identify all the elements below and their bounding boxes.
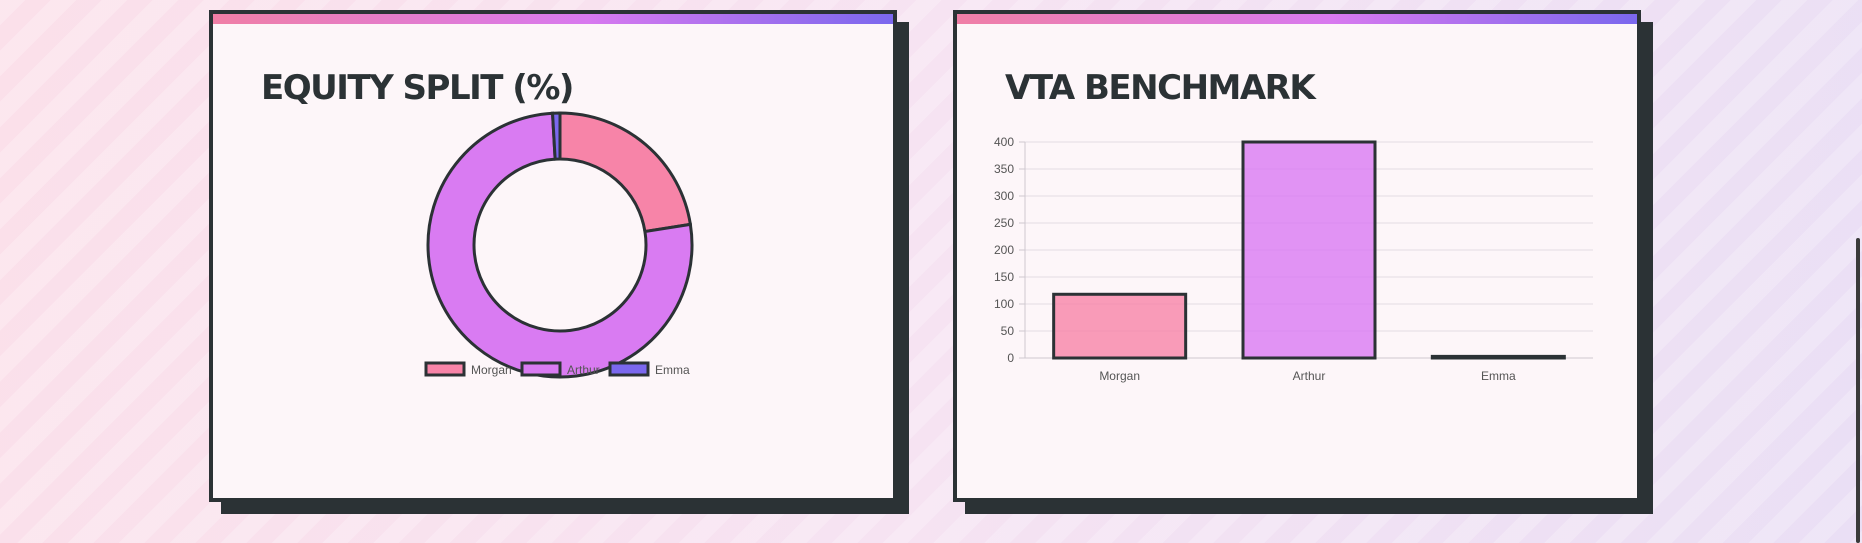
donut-slice-morgan[interactable]: [558, 111, 693, 234]
y-tick-label: 250: [994, 216, 1014, 230]
vta-benchmark-card: VTA BENCHMARK 0 50 100 150 200 250 300 350 400 Mo…: [953, 10, 1641, 502]
x-tick-label: Morgan: [1099, 369, 1140, 383]
equity-chart-title: EQUITY SPLIT (%): [261, 68, 574, 108]
y-tick-label: 50: [1001, 324, 1015, 338]
equity-split-card: EQUITY SPLIT (%) Morgan Arthur Emma: [209, 10, 897, 502]
legend-label: Morgan: [471, 363, 512, 377]
legend-label: Emma: [655, 363, 690, 377]
y-tick-label: 400: [994, 135, 1014, 149]
legend-label: Arthur: [567, 363, 600, 377]
legend-swatch: [424, 361, 466, 377]
card-accent-bar: [213, 14, 893, 24]
bar-arthur[interactable]: [1241, 140, 1377, 360]
vta-bar-chart: 0 50 100 150 200 250 300 350 400 Morgan Arthur Emma: [994, 135, 1593, 383]
vta-chart-title: VTA BENCHMARK: [1005, 68, 1316, 108]
y-tick-label: 100: [994, 297, 1014, 311]
page-scrollbar[interactable]: [1852, 0, 1862, 543]
legend-swatch: [608, 361, 650, 377]
y-tick-label: 200: [994, 243, 1014, 257]
legend-item-emma[interactable]: Emma: [608, 361, 690, 377]
legend-swatch: [520, 361, 562, 377]
donut-slice-emma[interactable]: [550, 111, 562, 161]
x-tick-label: Arthur: [1293, 369, 1326, 383]
x-tick-label: Emma: [1481, 369, 1516, 383]
bar-morgan[interactable]: [1052, 292, 1188, 360]
card-accent-bar: [957, 14, 1637, 24]
y-tick-label: 150: [994, 270, 1014, 284]
bar-emma[interactable]: [1430, 354, 1566, 360]
y-tick-label: 0: [1007, 351, 1014, 365]
legend-item-morgan[interactable]: Morgan: [424, 361, 512, 377]
y-tick-label: 350: [994, 162, 1014, 176]
equity-doughnut-chart: Morgan Arthur Emma: [424, 111, 694, 379]
scrollbar-thumb[interactable]: [1856, 238, 1860, 543]
donut-slice-arthur[interactable]: [426, 111, 694, 379]
y-tick-label: 300: [994, 189, 1014, 203]
legend-item-arthur[interactable]: Arthur: [520, 361, 600, 377]
